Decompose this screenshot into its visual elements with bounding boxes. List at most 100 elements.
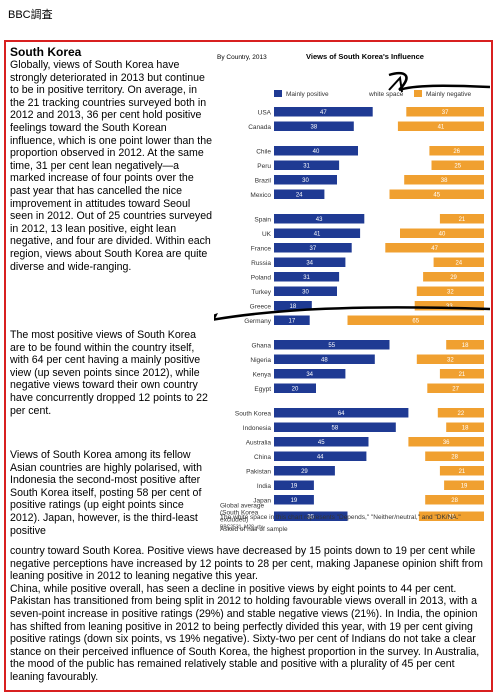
bar-positive <box>274 466 335 476</box>
category-label: China <box>254 454 271 461</box>
chart-row: Mexico 24 45 <box>250 189 484 199</box>
bar-positive <box>274 214 365 224</box>
value-positive: 31 <box>303 164 310 170</box>
chart-subtitle: By Country, 2013 <box>217 54 267 61</box>
chart-row: Nigeria 48 32 <box>250 354 484 364</box>
category-label: Brazil <box>255 178 272 185</box>
legend-label-whitespace: white space <box>368 91 404 98</box>
bar-negative <box>416 354 484 364</box>
category-label: UK <box>262 231 272 238</box>
chart-row: Indonesia 58 18 <box>243 422 484 432</box>
category-label: Turkey <box>251 289 271 296</box>
bar-negative <box>400 228 484 238</box>
chart-row: Ghana 55 18 <box>251 340 484 350</box>
chart-row: Global average(South Koreaexcluded)BBC25… <box>220 503 484 531</box>
bar-positive <box>274 301 312 311</box>
category-label: Egypt <box>254 386 271 393</box>
paragraph-1: Globally, views of South Korea have stro… <box>10 59 212 273</box>
category-label: (South Korea <box>220 510 259 517</box>
category-label: India <box>257 483 271 490</box>
category-label: Peru <box>257 163 271 170</box>
bar-positive <box>274 160 340 170</box>
value-negative: 27 <box>452 387 459 393</box>
bar-positive <box>274 340 390 350</box>
value-negative: 19 <box>461 484 468 490</box>
annotation-line <box>214 306 490 321</box>
bar-positive <box>274 272 340 282</box>
annotation-scribble <box>388 71 490 92</box>
chart-row: South Korea 64 22 <box>235 408 484 418</box>
value-positive: 44 <box>317 455 324 461</box>
bar-negative <box>439 369 484 379</box>
value-negative: 36 <box>443 440 450 446</box>
category-label: Germany <box>244 318 271 325</box>
value-positive: 40 <box>313 149 320 155</box>
bar-negative <box>418 511 484 521</box>
value-positive: 18 <box>290 304 297 310</box>
chart-title: Views of South Korea's Influence <box>306 52 424 61</box>
article-title: South Korea <box>10 45 82 59</box>
value-negative: 40 <box>439 232 446 238</box>
category-label: Global average <box>220 503 264 510</box>
category-label: Russia <box>251 260 271 267</box>
value-negative: 32 <box>447 358 454 364</box>
category-label: Spain <box>254 217 271 224</box>
bar-negative <box>397 121 484 131</box>
bar-negative <box>444 480 484 490</box>
bar-negative <box>414 301 484 311</box>
bar-positive <box>274 451 367 461</box>
value-negative: 18 <box>462 426 469 432</box>
bar-negative <box>347 315 484 325</box>
value-positive: 58 <box>332 426 339 432</box>
category-label: France <box>251 246 272 253</box>
value-positive: 19 <box>291 484 298 490</box>
annotation-arrow-left <box>214 313 218 321</box>
value-positive: 29 <box>301 469 308 475</box>
value-negative: 32 <box>447 290 454 296</box>
category-label: Poland <box>251 275 272 282</box>
value-positive: 55 <box>328 343 335 349</box>
bar-negative <box>439 214 484 224</box>
value-negative: 38 <box>441 178 448 184</box>
value-negative: 47 <box>431 246 438 252</box>
annotation-arrow-top <box>388 75 403 93</box>
chart-row: Kenya 34 21 <box>253 369 484 379</box>
bar-positive <box>274 315 310 325</box>
bar-negative <box>385 243 484 253</box>
value-negative: 24 <box>455 261 462 267</box>
page-header: BBC調査 <box>8 9 53 21</box>
paragraph-4: country toward South Korea. Positive vie… <box>10 545 483 683</box>
value-positive: 19 <box>291 498 298 504</box>
chart-row: Peru 31 25 <box>257 160 484 170</box>
legend-swatch-negative <box>414 90 422 97</box>
bar-positive <box>274 257 346 267</box>
chart-row: Russia 34 24 <box>251 257 484 267</box>
value-negative: 31 <box>448 515 455 521</box>
bar-negative <box>389 189 484 199</box>
value-positive: 34 <box>306 261 313 267</box>
bar-negative <box>433 257 484 267</box>
value-negative: 21 <box>459 217 466 223</box>
chart-row: China 44 28 <box>254 451 484 461</box>
bar-negative <box>437 408 484 418</box>
bar-negative <box>425 451 484 461</box>
value-positive: 37 <box>310 246 317 252</box>
chart-row: Pakistan 29 21 <box>246 466 484 476</box>
value-positive: 20 <box>292 387 299 393</box>
chart-footnote: The white space in this chart represents… <box>220 514 461 521</box>
article-frame <box>4 40 493 692</box>
category-label: excluded) <box>220 517 248 524</box>
chart-row: Canada 38 41 <box>248 121 484 131</box>
chart-row: Poland 31 29 <box>251 272 484 282</box>
value-positive: 41 <box>314 232 321 238</box>
category-label: Nigeria <box>250 357 271 364</box>
bar-positive <box>274 354 375 364</box>
category-label: Australia <box>246 440 272 447</box>
bar-positive <box>274 437 369 447</box>
chart-row: Spain 43 21 <box>254 214 484 224</box>
bar-negative <box>427 383 484 393</box>
chart-rows: USA 47 37 Canada 38 41 Chile 40 26 Peru 31 25 Brazil… <box>220 107 484 531</box>
value-positive: 30 <box>302 290 309 296</box>
chart-code: BBC2531_M28_cty <box>220 525 264 531</box>
value-negative: 28 <box>451 498 458 504</box>
